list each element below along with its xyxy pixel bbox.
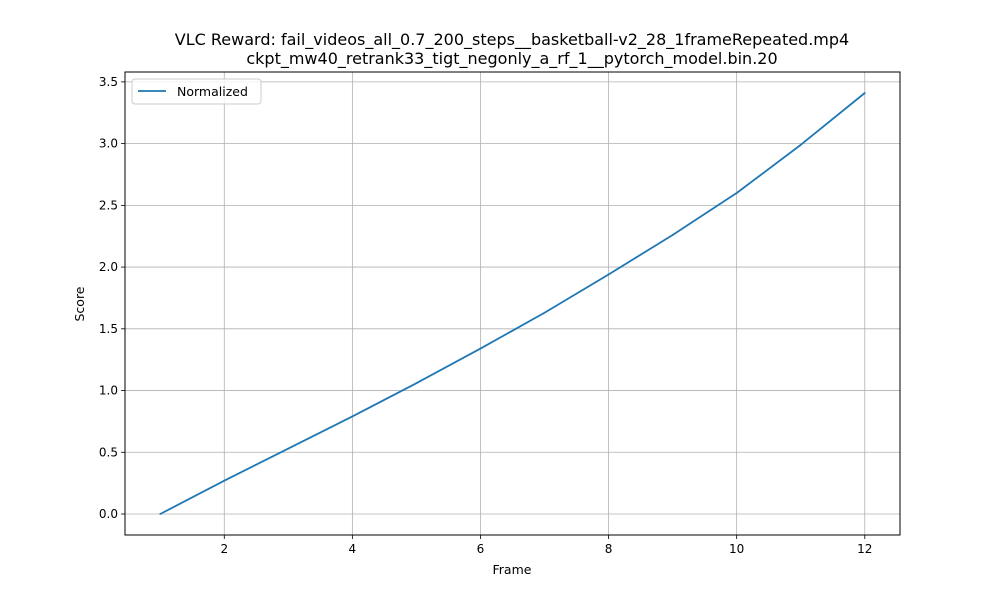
x-axis-label: Frame bbox=[493, 562, 532, 577]
data-point bbox=[671, 234, 674, 236]
legend-label-normalized: Normalized bbox=[177, 84, 248, 99]
plot-frame bbox=[124, 71, 901, 536]
ticks: 2 4 6 8 10 12 0.0 0.5 1.0 1.5 2.0 2.5 3.0 3.5 bbox=[99, 75, 873, 556]
data-point bbox=[415, 382, 418, 385]
y-tick-label: 1.0 bbox=[99, 384, 118, 398]
series-line-normalized bbox=[159, 92, 866, 515]
chart-title-line-2: ckpt_mw40_retrank33_tigt_negonly_a_rf_1_… bbox=[246, 49, 777, 69]
data-point bbox=[479, 347, 482, 350]
x-tick-label: 6 bbox=[477, 542, 485, 556]
y-axis-label: Score bbox=[72, 286, 87, 321]
y-tick-label: 2.0 bbox=[99, 260, 118, 274]
x-tick-label: 2 bbox=[220, 542, 228, 556]
y-tick-label: 2.5 bbox=[99, 198, 118, 212]
legend-box bbox=[131, 78, 262, 105]
data-point bbox=[607, 273, 610, 276]
legend: Normalized bbox=[131, 78, 262, 105]
data-point bbox=[287, 447, 290, 450]
data-point bbox=[351, 415, 354, 418]
x-tick-label: 8 bbox=[605, 542, 613, 556]
data-point bbox=[543, 311, 546, 314]
series-layer bbox=[159, 92, 866, 515]
data-point bbox=[735, 192, 738, 194]
y-tick-label: 3.5 bbox=[99, 75, 118, 89]
data-point bbox=[863, 92, 866, 94]
data-point bbox=[159, 513, 162, 515]
y-tick-label: 0.5 bbox=[99, 445, 118, 459]
data-point bbox=[799, 143, 802, 146]
y-tick-label: 0.0 bbox=[99, 507, 118, 521]
x-tick-label: 10 bbox=[729, 542, 744, 556]
grid bbox=[125, 72, 900, 535]
y-tick-label: 1.5 bbox=[99, 322, 118, 336]
chart-title-line-1: VLC Reward: fail_videos_all_0.7_200_step… bbox=[175, 30, 849, 50]
y-tick-label: 3.0 bbox=[99, 137, 118, 151]
x-tick-label: 12 bbox=[857, 542, 872, 556]
x-tick-label: 4 bbox=[349, 542, 357, 556]
data-point bbox=[223, 479, 226, 482]
